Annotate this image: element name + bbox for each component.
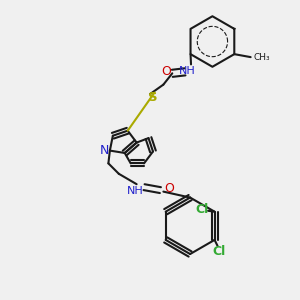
Text: O: O: [164, 182, 174, 194]
Text: Cl: Cl: [196, 203, 209, 216]
Text: Cl: Cl: [212, 245, 226, 258]
Text: S: S: [148, 91, 158, 103]
Text: NH: NH: [127, 186, 143, 196]
Text: CH₃: CH₃: [254, 53, 270, 62]
Text: O: O: [161, 65, 171, 78]
Text: N: N: [100, 144, 109, 157]
Text: NH: NH: [179, 66, 196, 76]
